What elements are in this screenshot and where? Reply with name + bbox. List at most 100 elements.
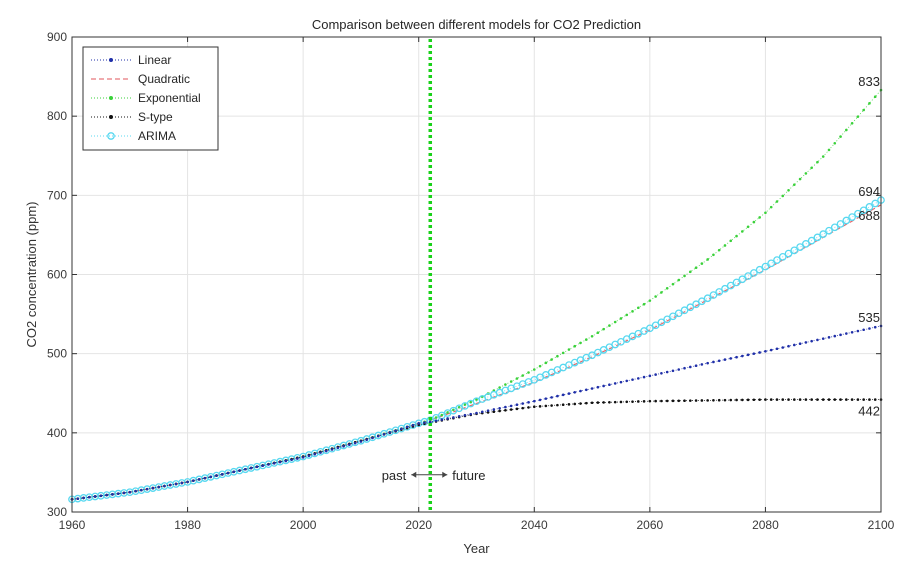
x-tick-label: 2060 [637,518,664,532]
series-point-exponential [509,380,513,383]
series-point-exponential [660,291,663,294]
series-point-linear [122,491,126,495]
series-point-exponential [532,368,536,371]
legend-marker-linear [109,58,113,62]
series-point-linear [729,357,733,360]
series-point-linear [694,364,698,368]
series-point-linear [821,337,825,340]
series-point-exponential [654,295,657,298]
annotation-arrow-left [411,471,417,478]
series-point-linear [307,454,311,458]
series-point-s-type [735,398,738,402]
series-point-s-type [654,399,657,403]
series-point-arima [871,199,880,208]
series-point-linear [856,329,860,333]
y-tick-label: 800 [47,109,67,123]
series-point-linear [353,441,357,445]
series-point-s-type [550,404,553,407]
series-point-linear [192,479,195,482]
series-line-exponential [71,89,882,500]
series-point-arima [767,259,776,268]
series-point-linear [509,404,513,408]
series-point-linear [486,409,490,412]
series-point-linear [521,402,525,405]
series-point-arima [848,213,856,221]
series-point-linear [642,375,646,379]
series-point-exponential [561,351,565,355]
series-point-exponential [642,302,646,306]
series-point-s-type [504,408,507,412]
series-line-quadratic [71,204,882,500]
series-point-linear [804,341,808,344]
series-point-s-type [625,400,629,404]
series-point-arima [721,284,729,293]
series-point-linear [677,368,681,371]
series-point-linear [452,416,455,419]
series-point-linear [197,478,201,481]
series-point-linear [330,448,334,451]
series-point-arima [674,309,683,318]
series-point-s-type [683,399,686,402]
series-point-exponential [625,313,629,317]
series-point-arima [790,246,799,255]
series-point-s-type [821,398,825,401]
series-exponential [70,88,883,501]
series-point-s-type [556,403,559,407]
series-point-arima [813,233,822,242]
x-tick-label: 1980 [174,518,201,532]
series-point-s-type [613,400,617,404]
series-point-linear [76,497,80,500]
series-point-linear [267,463,270,466]
series-point-arima [663,315,672,324]
series-point-exponential [839,135,842,138]
series-point-exponential [556,354,559,358]
series-point-arima [830,223,839,232]
legend-marker-s-type [109,115,113,119]
series-point-linear [405,425,409,429]
series-point-exponential [804,172,808,175]
series-point-exponential [810,166,813,170]
series-point-s-type [665,399,669,403]
legend-label-quadratic: Quadratic [138,72,190,86]
series-point-exponential [758,216,761,219]
series-point-linear [382,432,386,436]
x-axis-label: Year [463,541,490,556]
series-point-linear [428,420,432,424]
series-point-arima [686,303,695,312]
legend-label-linear: Linear [138,53,171,67]
y-tick-label: 500 [47,347,67,361]
series-point-linear [544,397,548,400]
series-point-s-type [660,399,663,403]
series-point-s-type [642,400,646,403]
series-point-s-type [527,406,530,409]
series-point-linear [602,384,605,388]
x-tick-label: 2080 [752,518,779,532]
series-point-linear [567,392,571,395]
series-point-s-type [712,398,715,402]
series-point-exponential [873,95,877,98]
series-point-linear [665,370,669,374]
series-point-linear [411,423,415,427]
series-point-linear [203,476,207,480]
series-point-linear [741,354,744,358]
series-point-linear [215,474,218,477]
legend-marker-exponential [109,96,113,100]
series-point-arima [755,265,764,274]
series-point-linear [527,401,530,404]
series-point-linear [296,457,299,460]
series-arima [68,196,885,504]
series-point-exponential [787,188,790,192]
series-point-linear [845,332,848,335]
series-point-s-type [521,406,525,410]
series-point-s-type [816,398,819,401]
series-point-s-type [602,401,605,404]
series-point-arima [680,306,689,315]
series-point-arima [744,272,752,280]
series-point-exponential [584,338,588,341]
series-point-exponential [544,361,548,365]
grid [71,36,882,513]
series-point-linear [105,493,108,497]
annotation-arrow-right [442,471,448,478]
series-point-s-type [781,398,785,401]
series-point-s-type [492,410,496,413]
